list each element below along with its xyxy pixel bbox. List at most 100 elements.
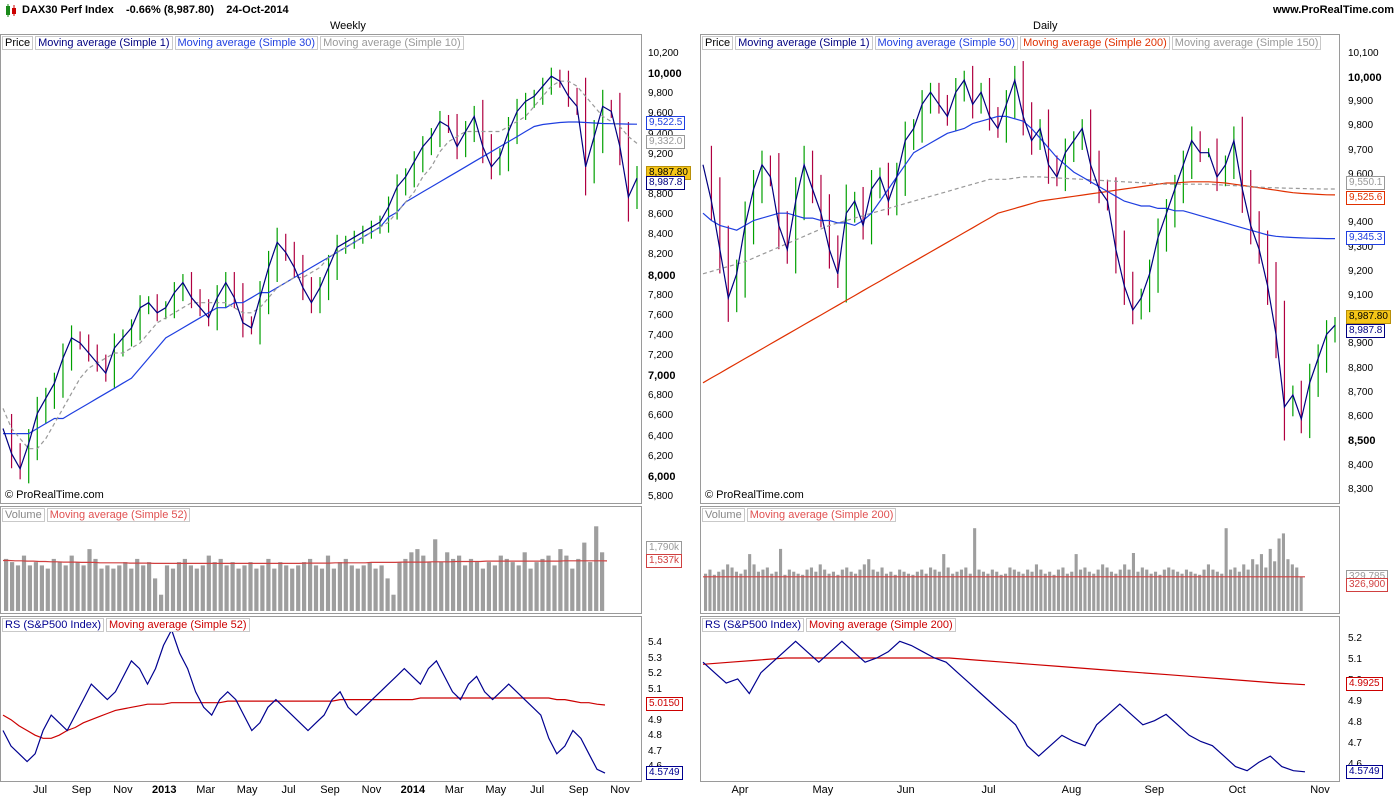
weekly-volume-bar: [57, 562, 62, 611]
y-tick-label: 7,400: [648, 329, 674, 341]
weekly-price-panel[interactable]: Price Moving average (Simple 1) Moving a…: [0, 34, 642, 504]
legend-ma150[interactable]: Moving average (Simple 150): [1171, 36, 1322, 50]
daily-volume-bar: [990, 569, 994, 611]
x-tick-label: Sep: [71, 784, 92, 796]
y-tick-label: 9,400: [1348, 217, 1374, 229]
y-tick-label: 9,400: [648, 128, 674, 140]
legend-price[interactable]: Price: [2, 36, 34, 50]
legend-rs-ma[interactable]: Moving average (Simple 200): [806, 618, 956, 632]
daily-volume-bar: [840, 569, 844, 611]
legend-ma1[interactable]: Moving average (Simple 1): [735, 36, 873, 50]
weekly-volume-bar: [39, 565, 44, 611]
legend-ma10[interactable]: Moving average (Simple 10): [320, 36, 464, 50]
weekly-volume-panel[interactable]: Volume Moving average (Simple 52): [0, 506, 642, 614]
value-label: 9,332.0: [646, 135, 686, 150]
x-tick-label: Jul: [981, 784, 996, 796]
daily-volume-bar: [999, 574, 1003, 611]
y-tick-label: 8,200: [648, 249, 674, 261]
legend-price[interactable]: Price: [702, 36, 734, 50]
daily-volume-bar: [946, 567, 950, 611]
daily-volume-bar: [1180, 573, 1184, 611]
daily-volume-bar: [1206, 564, 1210, 611]
weekly-volume-bar: [111, 568, 116, 611]
weekly-volume-bar: [27, 565, 32, 611]
daily-volume-bar: [739, 573, 743, 611]
weekly-volume-bar: [153, 578, 158, 611]
daily-volume-bar: [929, 567, 933, 611]
legend-volume-ma[interactable]: Moving average (Simple 52): [46, 508, 191, 522]
legend-rs[interactable]: RS (S&P500 Index): [2, 618, 104, 632]
weekly-volume-bar: [486, 562, 491, 611]
weekly-volume-bar: [397, 562, 402, 611]
daily-volume-bar: [898, 569, 902, 611]
daily-volume-bar: [792, 571, 796, 611]
daily-volume-panel[interactable]: Volume Moving average (Simple 200): [700, 506, 1340, 614]
y-tick-label: 4.6: [1348, 759, 1362, 770]
legend-ma30[interactable]: Moving average (Simple 30): [174, 36, 319, 50]
weekly-volume-bar: [254, 568, 259, 611]
daily-volume-bar: [1162, 569, 1166, 611]
y-tick-label: 6,400: [648, 430, 674, 442]
legend-rs[interactable]: RS (S&P500 Index): [702, 618, 804, 632]
legend-rs-ma[interactable]: Moving average (Simple 52): [106, 618, 250, 632]
y-tick-label: 8,000: [648, 269, 676, 282]
weekly-volume-bar: [81, 565, 86, 611]
legend-volume[interactable]: Volume: [702, 508, 745, 522]
daily-price-panel[interactable]: Price Moving average (Simple 1) Moving a…: [700, 34, 1340, 504]
daily-volume-bar: [752, 564, 756, 611]
weekly-volume-bar: [63, 565, 68, 611]
weekly-volume-bar: [33, 562, 38, 611]
daily-volume-bar: [1070, 571, 1074, 611]
weekly-volume-bar: [498, 555, 503, 611]
weekly-volume-chart: [3, 526, 608, 611]
y-tick-label: 10,100: [1348, 47, 1379, 59]
daily-rs-panel[interactable]: RS (S&P500 Index) Moving average (Simple…: [700, 616, 1340, 782]
y-tick-label: 8,600: [648, 209, 674, 221]
x-tick-label: Apr: [731, 784, 749, 796]
daily-volume-bar: [1233, 567, 1237, 611]
legend-ma50[interactable]: Moving average (Simple 50): [874, 36, 1019, 50]
y-tick-label: 8,600: [1348, 411, 1374, 423]
daily-volume-bar: [937, 571, 941, 611]
daily-volume-bar: [1079, 569, 1083, 611]
weekly-ma30-line: [3, 121, 638, 435]
y-tick-label: 4.9: [1348, 695, 1362, 707]
daily-volume-bar: [770, 573, 774, 611]
weekly-volume-bar: [427, 562, 432, 611]
daily-volume-bar: [1012, 569, 1016, 611]
y-tick-label: 5,800: [648, 491, 674, 502]
legend-ma200[interactable]: Moving average (Simple 200): [1020, 36, 1170, 50]
y-tick-label: 5.2: [1348, 633, 1362, 645]
daily-volume-bar: [774, 571, 778, 611]
site-link[interactable]: www.ProRealTime.com: [1272, 4, 1394, 16]
y-tick-label: 5.4: [648, 637, 662, 649]
daily-volume-bar: [1092, 573, 1096, 611]
daily-volume-bar: [1008, 567, 1012, 611]
x-tick-label: Oct: [1228, 784, 1246, 796]
value-label: 326,900: [1346, 577, 1389, 592]
legend-ma1[interactable]: Moving average (Simple 1): [35, 36, 173, 50]
daily-volume-bar: [1048, 571, 1052, 611]
weekly-rs-panel[interactable]: RS (S&P500 Index) Moving average (Simple…: [0, 616, 642, 782]
daily-volume-bar: [854, 573, 858, 611]
weekly-volume-bar: [260, 565, 265, 611]
daily-volume-bar: [708, 569, 712, 611]
y-tick-label: 8,400: [1348, 459, 1374, 471]
daily-volume-bar: [809, 567, 813, 611]
legend-volume-ma[interactable]: Moving average (Simple 200): [746, 508, 897, 522]
daily-volume-bar: [955, 571, 959, 611]
daily-volume-bar: [876, 571, 880, 611]
daily-volume-bar: [1290, 564, 1294, 611]
daily-volume-bar: [968, 573, 972, 611]
daily-volume-bar: [721, 569, 725, 611]
daily-price-chart: [702, 61, 1336, 441]
daily-volume-bar: [1202, 569, 1206, 611]
daily-volume-bar: [889, 571, 893, 611]
daily-volume-bar: [1136, 571, 1140, 611]
daily-volume-bar: [884, 573, 888, 611]
x-tick-label: Jul: [281, 784, 296, 796]
legend-volume[interactable]: Volume: [2, 508, 45, 522]
y-tick-label: 9,900: [1348, 96, 1374, 108]
daily-volume-bar: [959, 569, 963, 611]
daily-ma150-line: [702, 176, 1335, 275]
